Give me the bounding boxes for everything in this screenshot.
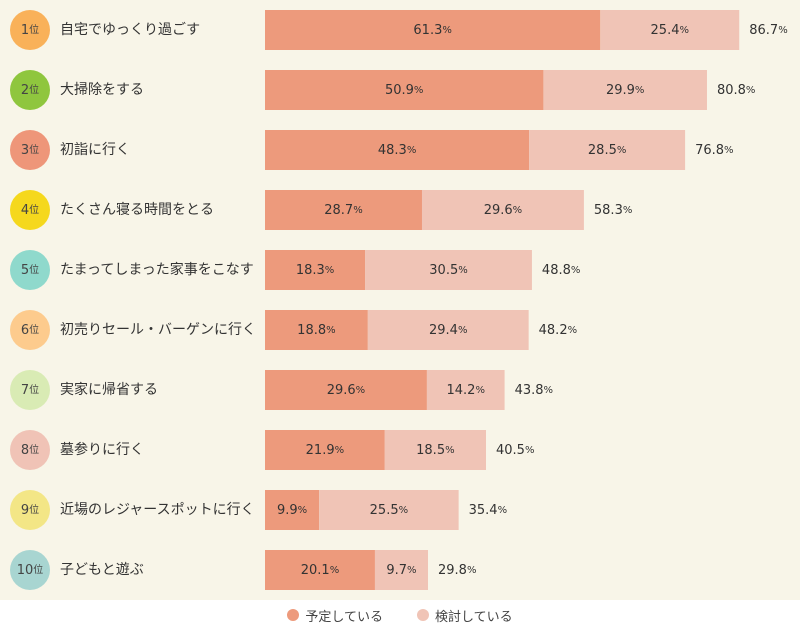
bar-planned [265, 490, 320, 530]
bar-considering [319, 490, 459, 530]
data-label-planned: 9.9% [277, 503, 307, 518]
bar-planned [265, 130, 530, 170]
bar-considering [374, 550, 429, 590]
legend-item-planned: 予定している [287, 606, 383, 625]
category-label: 実家に帰省する [60, 381, 158, 398]
bar-considering [421, 190, 584, 230]
data-label-planned: 20.1% [301, 563, 339, 578]
rank-label: 5位 [21, 263, 39, 278]
data-label-total: 35.4% [469, 503, 507, 518]
bar-considering [365, 250, 532, 290]
data-label-considering: 14.2% [447, 383, 485, 398]
rank-label: 2位 [21, 83, 39, 98]
bar-considering [600, 10, 740, 50]
legend-label-planned: 予定している [305, 609, 383, 625]
rank-badge [10, 430, 50, 470]
bar-planned [265, 370, 427, 410]
data-label-considering: 9.7% [386, 563, 416, 578]
rank-label: 1位 [21, 23, 39, 38]
data-label-considering: 30.5% [429, 263, 467, 278]
rank-label: 4位 [21, 203, 39, 218]
data-label-planned: 48.3% [378, 143, 416, 158]
bar-planned [265, 190, 422, 230]
data-label-total: 48.2% [539, 323, 577, 338]
bar-planned [265, 550, 375, 590]
bar-planned [265, 430, 385, 470]
bar-considering [384, 430, 486, 470]
legend-swatch-considering [417, 609, 429, 621]
rank-badge [10, 130, 50, 170]
data-label-considering: 28.5% [588, 143, 626, 158]
category-label: 自宅でゆっくり過ごす [60, 22, 200, 38]
data-label-planned: 21.9% [306, 443, 344, 458]
data-label-considering: 25.4% [651, 23, 689, 38]
bar-planned [265, 10, 601, 50]
data-label-total: 76.8% [695, 143, 733, 158]
data-label-planned: 18.8% [297, 323, 335, 338]
bar-considering [529, 130, 686, 170]
rank-label: 10位 [17, 563, 44, 578]
rank-badge [10, 250, 50, 290]
bar-considering [543, 70, 707, 110]
data-label-planned: 50.9% [385, 83, 423, 98]
rank-badge [10, 70, 50, 110]
category-label: 初売りセール・バーゲンに行く [60, 321, 256, 338]
data-label-total: 40.5% [496, 443, 534, 458]
data-label-total: 43.8% [515, 383, 553, 398]
data-label-total: 29.8% [438, 563, 476, 578]
rank-label: 8位 [21, 443, 39, 458]
category-label: たまってしまった家事をこなす [60, 261, 254, 278]
rank-badge [10, 190, 50, 230]
legend-item-considering: 検討している [417, 606, 513, 625]
data-label-total: 58.3% [594, 203, 632, 218]
bar-planned [265, 250, 366, 290]
category-label: 墓参りに行く [60, 441, 144, 458]
data-label-considering: 29.4% [429, 323, 467, 338]
rank-label: 7位 [21, 383, 39, 398]
bar-planned [265, 310, 368, 350]
data-label-total: 86.7% [749, 23, 787, 38]
data-label-considering: 29.6% [484, 203, 522, 218]
category-label: 大掃除をする [60, 81, 144, 98]
legend-swatch-planned [287, 609, 300, 621]
rank-label: 6位 [21, 323, 39, 338]
legend-label-considering: 検討している [435, 609, 513, 625]
rank-badge [10, 550, 50, 590]
category-label: 初詣に行く [60, 141, 130, 158]
category-label: 子どもと遊ぶ [60, 562, 144, 578]
rank-label: 3位 [21, 143, 39, 158]
data-label-planned: 29.6% [327, 383, 365, 398]
rank-label: 9位 [21, 503, 39, 518]
data-label-planned: 61.3% [413, 23, 451, 38]
rank-badge [10, 310, 50, 350]
rank-badge [10, 370, 50, 410]
bar-considering [367, 310, 529, 350]
chart-legend: 予定している 検討している [0, 600, 800, 630]
data-label-planned: 18.3% [296, 263, 334, 278]
bar-planned [265, 70, 544, 110]
rank-badge [10, 10, 50, 50]
data-label-considering: 29.9% [606, 83, 644, 98]
data-label-total: 48.8% [542, 263, 580, 278]
bar-considering [426, 370, 505, 410]
data-label-total: 80.8% [717, 83, 755, 98]
category-label: たくさん寝る時間をとる [60, 201, 214, 218]
rank-badge [10, 490, 50, 530]
data-label-considering: 18.5% [416, 443, 454, 458]
data-label-planned: 28.7% [324, 203, 362, 218]
data-label-considering: 25.5% [370, 503, 408, 518]
category-label: 近場のレジャースポットに行く [60, 502, 255, 518]
